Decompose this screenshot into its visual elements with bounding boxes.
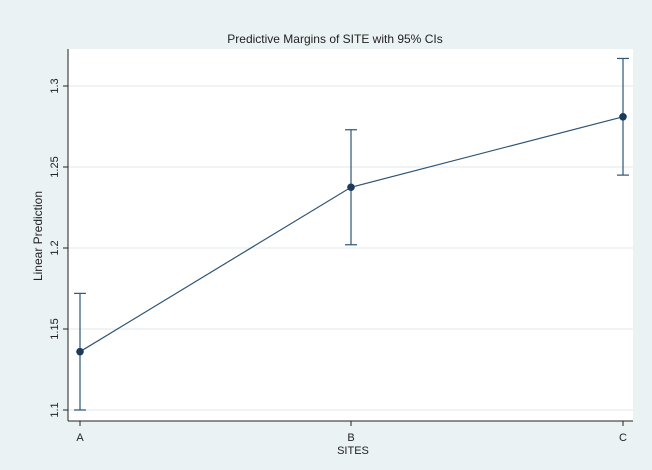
chart-title: Predictive Margins of SITE with 95% CIs: [227, 32, 442, 46]
y-tick-label-3: 1.25: [49, 156, 61, 177]
y-tick-label-2: 1.2: [49, 240, 61, 255]
y-tick-label-0: 1.1: [49, 402, 61, 417]
data-point-0: [76, 347, 84, 356]
series-group: [74, 57, 629, 411]
x-tick-label-1: B: [347, 432, 354, 444]
axes: 1.1 1.15 1.2 1.25 1.3 A B C: [49, 49, 633, 444]
y-tick-label-4: 1.3: [49, 78, 61, 93]
y-axis-title: Linear Prediction: [31, 191, 45, 281]
data-point-2: [619, 112, 627, 121]
x-tick-label-2: C: [619, 432, 627, 444]
x-axis-title: SITES: [337, 445, 369, 457]
y-tick-label-1: 1.15: [49, 318, 61, 339]
grid-lines: [68, 85, 633, 411]
data-point-1: [347, 183, 355, 192]
x-tick-label-0: A: [76, 432, 84, 444]
